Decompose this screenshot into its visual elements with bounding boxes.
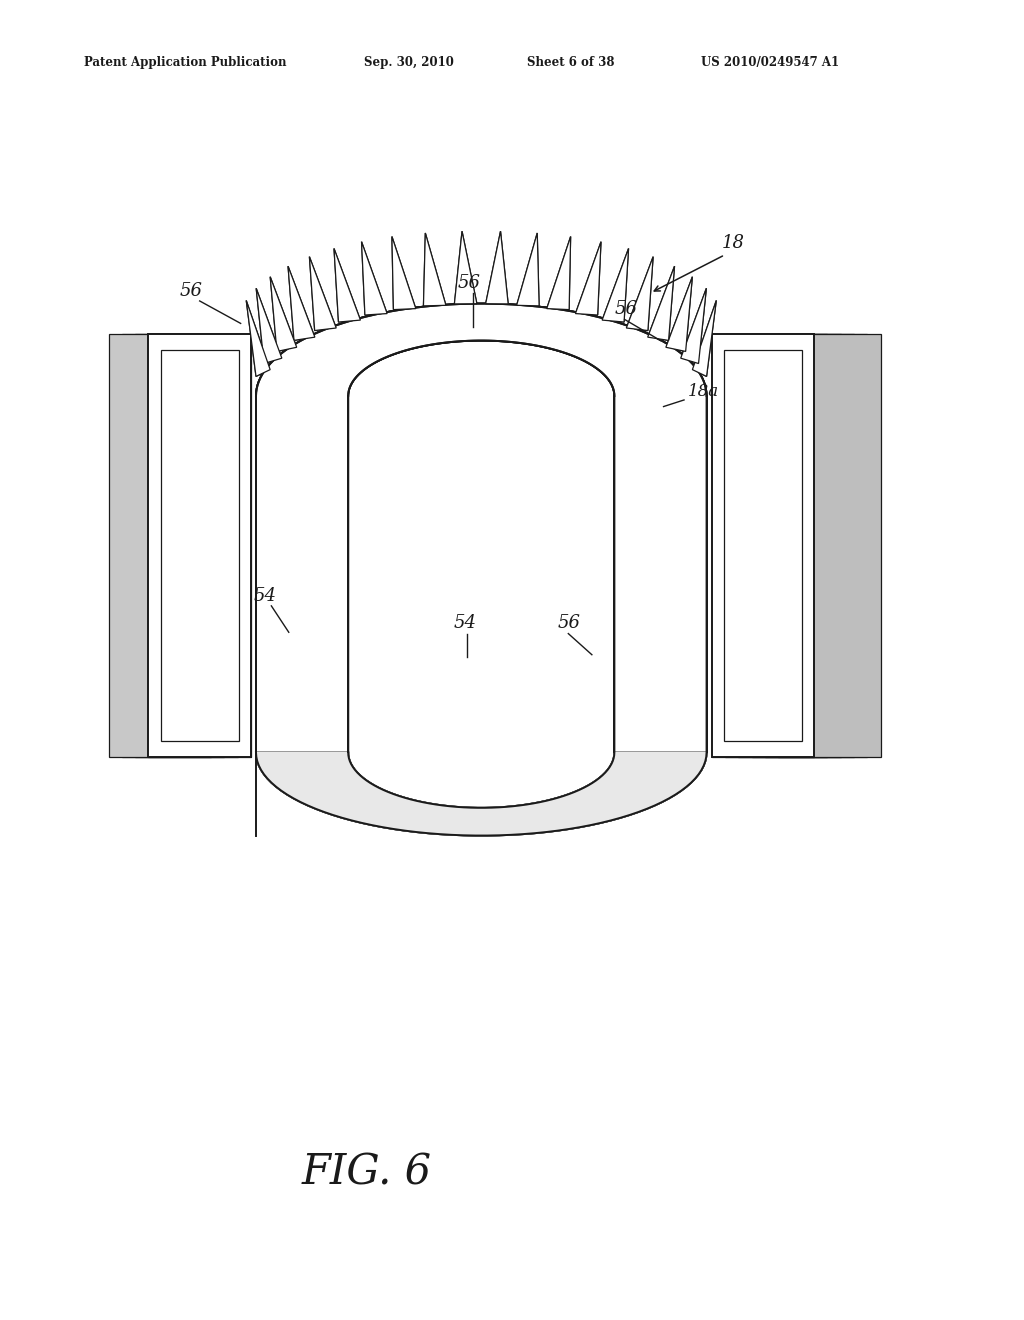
Polygon shape (666, 277, 692, 351)
Polygon shape (424, 234, 445, 306)
Text: Sheet 6 of 38: Sheet 6 of 38 (527, 55, 614, 69)
Polygon shape (256, 752, 707, 836)
Polygon shape (547, 236, 570, 310)
Polygon shape (627, 256, 653, 330)
Polygon shape (256, 304, 707, 752)
Polygon shape (602, 248, 629, 322)
Polygon shape (681, 288, 707, 363)
Text: 18: 18 (722, 234, 744, 252)
Polygon shape (547, 236, 570, 310)
Polygon shape (424, 234, 445, 306)
Polygon shape (309, 256, 336, 330)
Text: Sep. 30, 2010: Sep. 30, 2010 (364, 55, 454, 69)
Polygon shape (288, 267, 314, 341)
Polygon shape (135, 334, 238, 756)
Polygon shape (752, 334, 854, 756)
Polygon shape (288, 267, 314, 341)
Polygon shape (712, 334, 814, 756)
Polygon shape (692, 301, 717, 376)
Polygon shape (246, 301, 270, 376)
Text: 18a: 18a (688, 383, 719, 400)
Polygon shape (602, 248, 629, 322)
Polygon shape (161, 350, 239, 741)
Polygon shape (517, 234, 539, 306)
Polygon shape (256, 288, 282, 363)
Text: FIG. 6: FIG. 6 (302, 1151, 432, 1193)
Polygon shape (575, 242, 601, 315)
Text: 54: 54 (254, 586, 276, 605)
Polygon shape (109, 334, 211, 756)
Polygon shape (361, 242, 387, 315)
Polygon shape (517, 234, 539, 306)
Polygon shape (334, 248, 360, 322)
Polygon shape (122, 334, 224, 756)
Text: US 2010/0249547 A1: US 2010/0249547 A1 (701, 55, 840, 69)
Polygon shape (309, 256, 336, 330)
Polygon shape (485, 231, 508, 304)
Polygon shape (485, 231, 508, 304)
Polygon shape (148, 334, 251, 756)
Polygon shape (778, 334, 881, 756)
Text: 54: 54 (454, 614, 476, 632)
Text: 56: 56 (458, 273, 480, 292)
Polygon shape (256, 288, 282, 363)
Polygon shape (738, 334, 841, 756)
Polygon shape (648, 267, 675, 341)
Polygon shape (455, 231, 477, 304)
Polygon shape (256, 752, 707, 836)
Polygon shape (724, 350, 802, 741)
Text: 56: 56 (614, 300, 637, 318)
Polygon shape (765, 334, 867, 756)
Polygon shape (392, 236, 416, 310)
Polygon shape (256, 304, 707, 752)
Polygon shape (334, 248, 360, 322)
Polygon shape (575, 242, 601, 315)
Polygon shape (666, 277, 692, 351)
Polygon shape (455, 231, 477, 304)
Polygon shape (681, 288, 707, 363)
Polygon shape (270, 277, 297, 351)
Text: Patent Application Publication: Patent Application Publication (84, 55, 287, 69)
Polygon shape (627, 256, 653, 330)
Polygon shape (246, 301, 270, 376)
Polygon shape (712, 334, 814, 756)
Polygon shape (692, 301, 717, 376)
Polygon shape (270, 277, 297, 351)
Text: 56: 56 (179, 281, 202, 300)
Text: 56: 56 (558, 614, 581, 632)
Polygon shape (725, 334, 827, 756)
Polygon shape (361, 242, 387, 315)
Polygon shape (648, 267, 675, 341)
Polygon shape (148, 334, 251, 756)
Polygon shape (392, 236, 416, 310)
